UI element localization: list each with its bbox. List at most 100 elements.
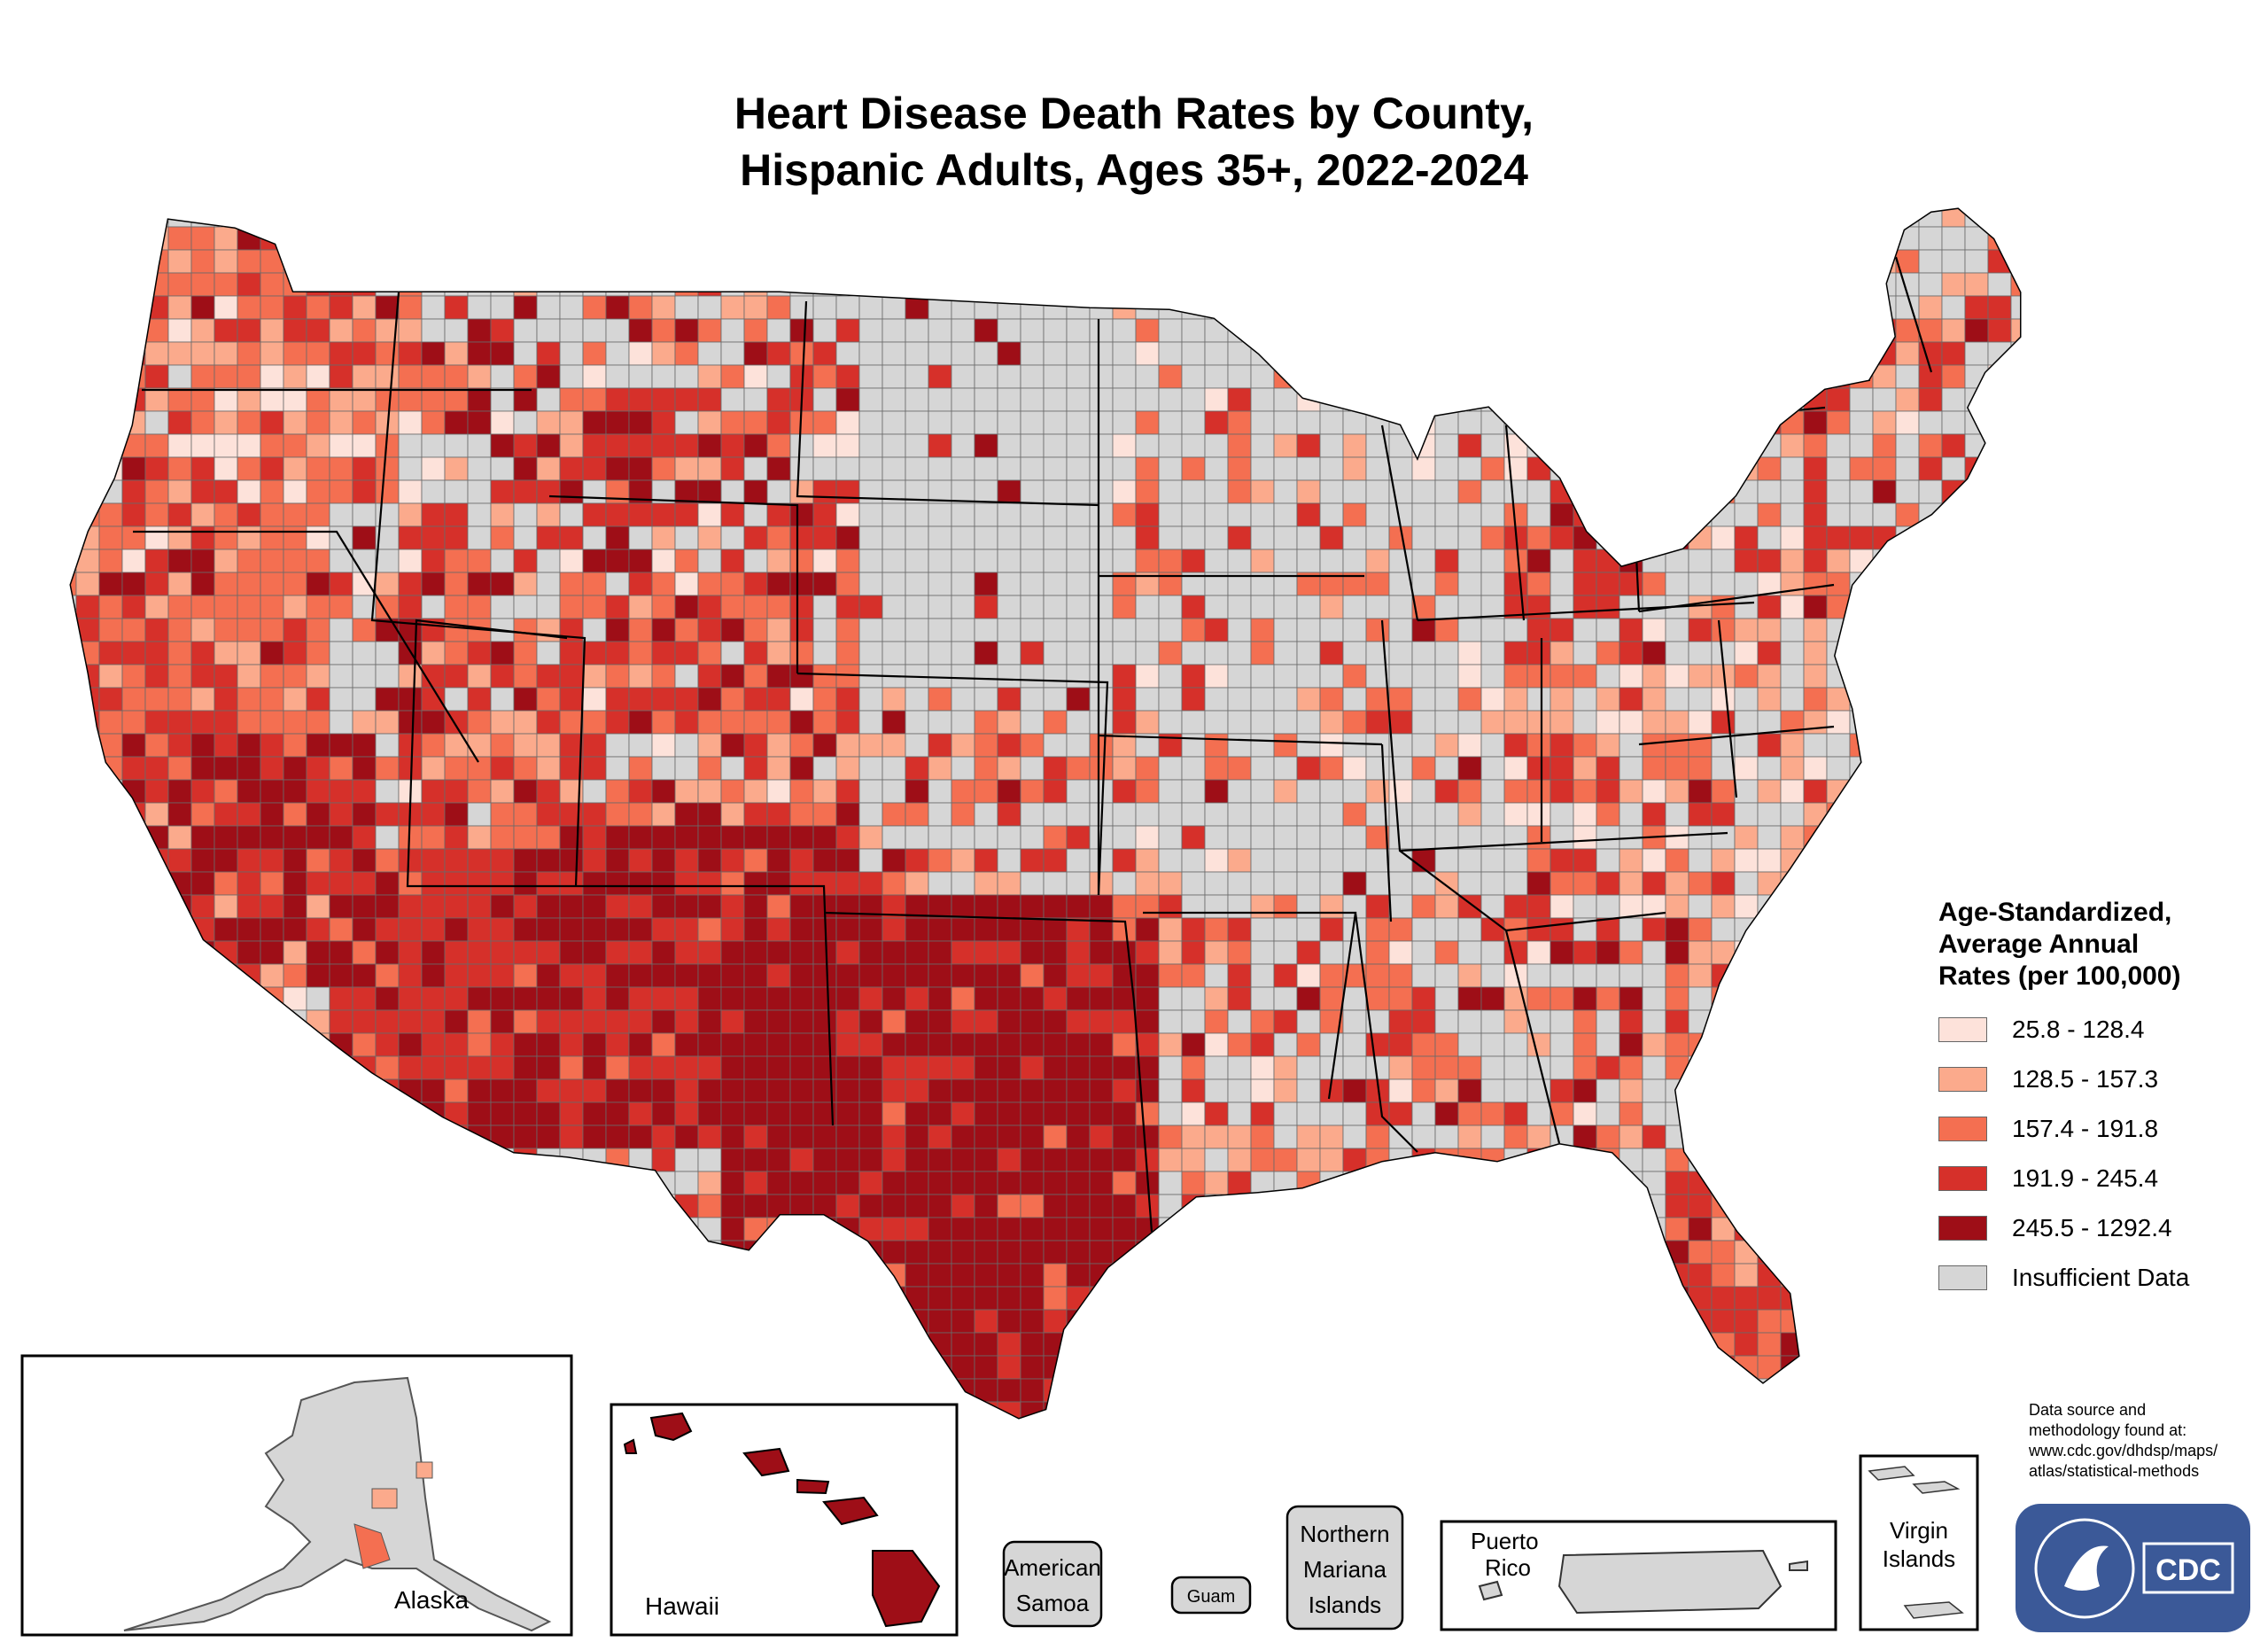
county-cell xyxy=(490,410,515,435)
county-cell xyxy=(835,825,860,850)
county-cell xyxy=(1941,318,1966,343)
county-cell xyxy=(98,1332,123,1357)
county-cell xyxy=(214,364,238,389)
county-cell xyxy=(467,341,492,366)
county-cell xyxy=(237,1032,261,1057)
county-cell xyxy=(1895,433,1920,458)
county-cell xyxy=(1688,848,1713,873)
county-cell xyxy=(260,410,284,435)
county-cell xyxy=(697,986,722,1011)
county-cell xyxy=(1619,1309,1643,1334)
county-cell xyxy=(352,779,377,804)
county-cell xyxy=(167,1194,192,1218)
county-cell xyxy=(2034,365,2057,388)
county-cell xyxy=(75,963,100,988)
county-cell xyxy=(1596,756,1620,781)
county-cell xyxy=(1388,664,1413,689)
county-cell xyxy=(835,410,860,435)
county-cell xyxy=(1803,1101,1828,1126)
county-cell xyxy=(1619,1263,1643,1288)
county-cell xyxy=(1619,364,1643,389)
county-cell xyxy=(167,641,192,665)
county-cell xyxy=(1388,318,1413,343)
county-cell xyxy=(513,272,538,297)
county-cell xyxy=(513,733,538,758)
county-cell xyxy=(1895,1125,1920,1149)
county-cell xyxy=(1066,848,1091,873)
county-cell xyxy=(697,387,722,412)
county-cell xyxy=(997,410,1021,435)
county-cell xyxy=(1365,364,1390,389)
county-cell xyxy=(1365,618,1390,642)
county-cell xyxy=(1642,572,1666,596)
county-cell xyxy=(1550,387,1574,412)
county-cell xyxy=(1573,572,1597,596)
county-cell xyxy=(421,572,446,596)
county-cell xyxy=(1250,595,1275,619)
county-cell xyxy=(951,664,975,689)
county-cell xyxy=(421,226,446,251)
county-cell xyxy=(559,295,584,320)
county-cell xyxy=(1411,1078,1436,1103)
county-cell xyxy=(329,595,353,619)
county-cell xyxy=(997,341,1021,366)
county-cell xyxy=(697,1171,722,1195)
county-cell xyxy=(1342,1355,1367,1380)
county-cell xyxy=(1158,433,1183,458)
county-cell xyxy=(1711,779,1736,804)
county-cell xyxy=(974,1171,998,1195)
county-cell xyxy=(628,1101,653,1126)
county-cell xyxy=(1849,549,1874,573)
county-cell xyxy=(1342,272,1367,297)
county-cell xyxy=(1457,572,1482,596)
county-cell xyxy=(858,1101,883,1126)
county-cell xyxy=(1434,894,1459,919)
county-cell xyxy=(789,1332,814,1357)
county-cell xyxy=(1296,641,1321,665)
county-cell xyxy=(1872,1401,1897,1418)
county-cell xyxy=(1388,825,1413,850)
county-cell xyxy=(882,733,906,758)
county-cell xyxy=(1826,479,1851,504)
county-cell xyxy=(997,1009,1021,1034)
county-cell xyxy=(1550,618,1574,642)
county-cell xyxy=(1987,525,2012,550)
county-cell xyxy=(1181,1217,1206,1241)
county-cell xyxy=(1757,1148,1782,1172)
county-cell xyxy=(1181,664,1206,689)
county-cell xyxy=(858,1078,883,1103)
county-cell xyxy=(1112,733,1137,758)
county-cell xyxy=(467,479,492,504)
county-cell xyxy=(467,595,492,619)
county-cell xyxy=(536,502,561,527)
county-cell xyxy=(121,664,146,689)
county-cell xyxy=(2034,1333,2057,1356)
county-cell xyxy=(720,733,745,758)
county-cell xyxy=(490,779,515,804)
county-cell xyxy=(1526,1101,1551,1126)
county-cell xyxy=(2010,1309,2020,1334)
county-cell xyxy=(1964,272,1989,297)
county-cell xyxy=(98,986,123,1011)
county-cell xyxy=(1526,1171,1551,1195)
county-cell xyxy=(789,986,814,1011)
county-cell xyxy=(306,1194,330,1218)
county-cell xyxy=(1918,209,1943,228)
county-cell xyxy=(1688,1263,1713,1288)
county-cell xyxy=(720,641,745,665)
county-cell xyxy=(71,963,77,988)
county-cell xyxy=(214,410,238,435)
county-cell xyxy=(1089,1055,1114,1080)
county-cell xyxy=(674,618,699,642)
county-cell xyxy=(1319,502,1344,527)
county-cell xyxy=(1250,641,1275,665)
county-cell xyxy=(490,733,515,758)
county-cell xyxy=(1734,525,1759,550)
county-cell xyxy=(1987,502,2012,527)
county-cell xyxy=(1388,595,1413,619)
county-cell xyxy=(559,226,584,251)
county-cell xyxy=(1503,664,1528,689)
county-cell xyxy=(1734,295,1759,320)
county-cell xyxy=(1319,917,1344,942)
county-cell xyxy=(1273,1125,1298,1149)
